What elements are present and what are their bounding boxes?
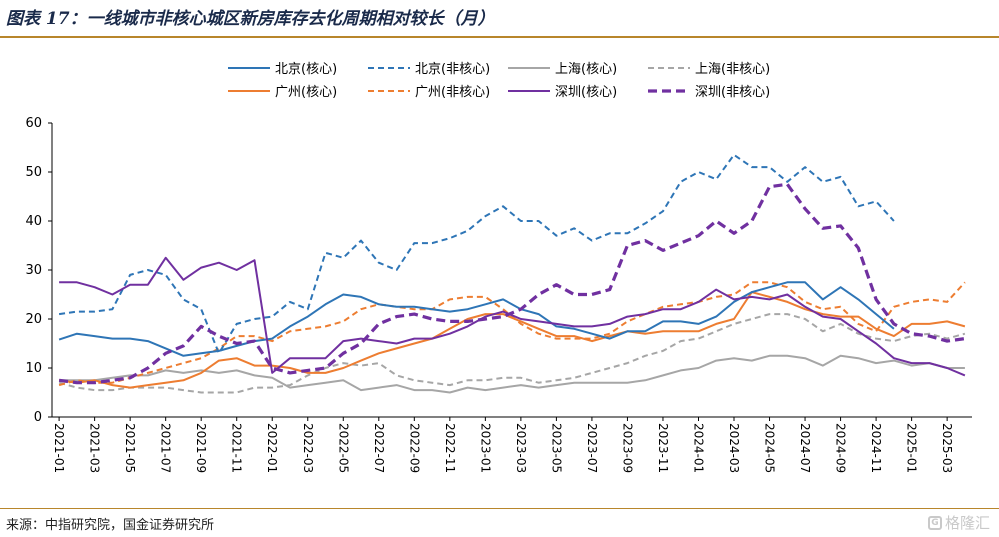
series-line-2 (59, 354, 965, 394)
x-tick-label: 2022-05 (336, 423, 350, 473)
x-tick-label: 2021-07 (159, 423, 173, 473)
x-tick-label: 2025-01 (905, 423, 919, 473)
series-line-0 (58, 281, 895, 357)
x-tick-label: 2021-11 (230, 423, 244, 473)
chart-series (58, 153, 966, 394)
legend-label-2: 上海(核心) (555, 62, 617, 77)
y-tick-label: 10 (25, 361, 42, 376)
x-tick-label: 2021-09 (194, 423, 208, 473)
legend: 北京(核心) 北京(非核心) 上海(核心) 上海(非核心) 广州(核心) 广州(非核心) 深… (228, 62, 770, 100)
x-tick-label: 2024-05 (763, 423, 777, 473)
y-tick-label: 60 (25, 116, 42, 131)
x-tick-label: 2023-07 (585, 423, 599, 473)
x-tick-label: 2022-01 (265, 423, 279, 473)
x-tick-label: 2024-09 (834, 423, 848, 473)
x-tick-label: 2023-11 (656, 423, 670, 473)
y-tick-label: 30 (25, 263, 42, 278)
legend-label-0: 北京(核心) (275, 62, 337, 77)
series-line-5 (58, 281, 966, 387)
legend-label-6: 深圳(核心) (555, 85, 617, 100)
chart-axes: 0 10 20 30 40 50 60 2021-01 2021-03 2021-05 2021-0… (25, 116, 972, 473)
y-tick-label: 0 (34, 410, 42, 425)
legend-label-5: 广州(非核心) (415, 85, 490, 100)
x-tick-label: 2024-11 (869, 423, 883, 473)
x-tick-label: 2023-03 (514, 423, 528, 473)
series-line-6 (59, 256, 966, 377)
legend-label-7: 深圳(非核心) (695, 85, 770, 100)
y-tick-label: 50 (25, 165, 42, 180)
x-tick-label: 2023-09 (620, 423, 634, 473)
watermark: G 格隆汇 (928, 512, 990, 533)
x-tick-label: 2023-05 (549, 423, 563, 473)
y-tick-label: 20 (25, 312, 42, 327)
x-tick-label: 2021-01 (52, 423, 66, 473)
line-chart: 北京(核心) 北京(非核心) 上海(核心) 上海(非核心) 广州(核心) 广州(非核心) 深… (25, 62, 972, 473)
legend-label-3: 上海(非核心) (695, 62, 770, 77)
series-line-7 (58, 182, 966, 385)
footer-divider (0, 508, 999, 509)
x-tick-label: 2022-03 (301, 423, 315, 473)
x-tick-label: 2024-03 (727, 423, 741, 473)
y-tick-label: 40 (25, 214, 42, 229)
x-tick-label: 2021-05 (123, 423, 137, 473)
title-divider (0, 36, 999, 38)
x-tick-label: 2022-07 (372, 423, 386, 473)
chart-title: 图表 17：一线城市非核心城区新房库存去化周期相对较长（月） (6, 9, 495, 29)
series-line-1 (58, 153, 895, 355)
x-tick-label: 2021-03 (88, 423, 102, 473)
x-tick-label: 2022-11 (443, 423, 457, 473)
x-tick-label: 2024-07 (798, 423, 812, 473)
x-tick-label: 2024-01 (691, 423, 705, 473)
x-tick-label: 2023-01 (478, 423, 492, 473)
x-tick-label: 2022-09 (407, 423, 421, 473)
watermark-text: 格隆汇 (945, 514, 991, 532)
watermark-logo-icon: G (928, 515, 942, 530)
legend-label-4: 广州(核心) (275, 85, 337, 100)
legend-label-1: 北京(非核心) (415, 62, 490, 77)
series-line-3 (58, 313, 966, 394)
x-tick-label: 2025-03 (940, 423, 954, 473)
source-note: 来源：中指研究院，国金证券研究所 (6, 518, 215, 533)
